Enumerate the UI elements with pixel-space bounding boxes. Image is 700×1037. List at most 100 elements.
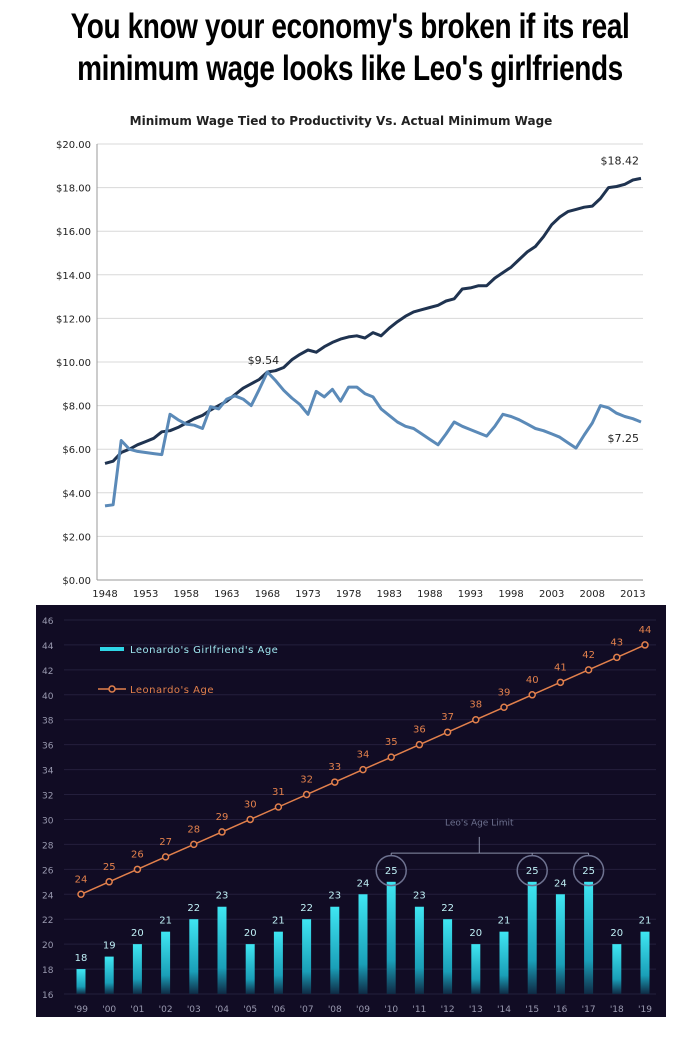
x-tick-label: '08 <box>328 1005 342 1015</box>
age-limit-label: Leo's Age Limit <box>445 819 514 829</box>
y-tick-label: $14.00 <box>56 271 91 282</box>
line-value-label: 40 <box>526 675 539 686</box>
bar-value-label: 25 <box>385 866 398 877</box>
bar <box>132 944 142 994</box>
x-tick-label: 1963 <box>214 589 239 600</box>
line-marker <box>190 840 198 849</box>
x-tick-label: '13 <box>469 1005 483 1015</box>
bar-value-label: 23 <box>413 891 426 902</box>
bar-value-label: 25 <box>526 866 539 877</box>
x-tick-label: '03 <box>187 1005 201 1015</box>
bar <box>612 944 622 994</box>
y-tick-label: 28 <box>42 841 54 851</box>
bar-value-label: 22 <box>187 903 200 914</box>
y-tick-label: $0.00 <box>62 576 91 587</box>
line-value-label: 43 <box>610 637 623 648</box>
x-tick-label: '05 <box>243 1005 257 1015</box>
line-marker <box>613 653 621 662</box>
x-tick-label: 2003 <box>539 589 564 600</box>
bar-value-label: 24 <box>554 878 567 889</box>
line-value-label: 31 <box>272 787 285 798</box>
line-value-label: 37 <box>441 712 454 723</box>
y-tick-label: 16 <box>42 991 54 1001</box>
line-value-label: 38 <box>469 700 482 711</box>
headline: You know your economy's broken if its re… <box>0 6 700 90</box>
x-tick-label: 1973 <box>295 589 320 600</box>
highlight-circle <box>516 854 548 887</box>
line-marker <box>415 740 424 749</box>
y-tick-label: 42 <box>42 667 53 677</box>
x-tick-label: '17 <box>582 1005 596 1015</box>
line-marker <box>133 865 142 874</box>
legend-bar-swatch <box>100 647 124 651</box>
x-tick-label: 1968 <box>255 589 280 600</box>
bar-value-label: 25 <box>582 866 595 877</box>
bar-value-label: 22 <box>300 903 313 914</box>
line-value-label: 42 <box>582 650 595 661</box>
series-line-productivity <box>104 176 642 465</box>
line-marker <box>331 778 339 786</box>
bar-value-label: 21 <box>639 916 652 927</box>
bar <box>245 944 255 994</box>
y-tick-label: 24 <box>42 891 54 901</box>
y-tick-label: $2.00 <box>62 532 91 543</box>
bar <box>527 881 537 994</box>
line-marker <box>77 890 85 899</box>
y-tick-label: $20.00 <box>56 140 91 151</box>
line-marker <box>246 815 254 824</box>
bar <box>499 931 509 994</box>
bar <box>189 919 199 994</box>
x-tick-label: '10 <box>384 1005 398 1015</box>
line-marker <box>387 753 395 761</box>
x-tick-label: '16 <box>553 1005 567 1015</box>
line-marker <box>274 803 283 811</box>
chart-title: Minimum Wage Tied to Productivity Vs. Ac… <box>130 114 553 128</box>
bar <box>358 894 368 994</box>
bar <box>471 944 481 994</box>
x-tick-label: 1998 <box>498 589 523 600</box>
line-value-label: 41 <box>554 662 567 673</box>
y-tick-label: 46 <box>42 617 54 627</box>
line-marker <box>161 853 170 861</box>
bar-value-label: 22 <box>441 903 454 914</box>
y-tick-label: $8.00 <box>62 402 91 413</box>
bar <box>443 919 453 994</box>
y-tick-label: $4.00 <box>62 489 91 500</box>
bar-value-label: 23 <box>328 891 341 902</box>
bar-value-label: 20 <box>610 928 623 939</box>
bar <box>386 881 396 994</box>
x-tick-label: 1953 <box>133 589 158 600</box>
bar <box>273 931 283 994</box>
bar <box>640 931 650 994</box>
line-value-label: 33 <box>328 762 341 773</box>
x-tick-label: '14 <box>497 1005 511 1015</box>
x-tick-label: '09 <box>356 1005 370 1015</box>
bar <box>217 906 227 994</box>
legend-marker-icon <box>108 685 116 693</box>
line-marker <box>302 790 311 799</box>
x-tick-label: 1988 <box>417 589 442 600</box>
x-tick-label: 1978 <box>336 589 361 600</box>
line-value-label: 29 <box>216 812 229 823</box>
bar-value-label: 20 <box>131 928 144 939</box>
y-tick-label: 20 <box>42 941 54 951</box>
line-marker <box>218 828 226 836</box>
data-label: $7.25 <box>608 432 640 445</box>
y-tick-label: 30 <box>42 816 54 826</box>
bar <box>330 906 340 994</box>
x-tick-label: '11 <box>412 1005 426 1015</box>
x-tick-label: 2008 <box>580 589 605 600</box>
bar <box>161 931 171 994</box>
bar <box>555 894 565 994</box>
bar <box>76 969 86 994</box>
line-value-label: 36 <box>413 725 426 736</box>
x-tick-label: '02 <box>159 1005 173 1015</box>
line-marker <box>641 641 649 649</box>
bar-value-label: 21 <box>272 916 285 927</box>
legend: Leonardo's Girlfriend's Age Leonardo's A… <box>98 645 278 696</box>
x-tick-label: 1948 <box>92 589 117 600</box>
y-tick-label: $18.00 <box>56 184 91 195</box>
series-line-actual <box>104 370 642 508</box>
line-value-label: 39 <box>498 687 511 698</box>
chart-background <box>36 605 666 1017</box>
